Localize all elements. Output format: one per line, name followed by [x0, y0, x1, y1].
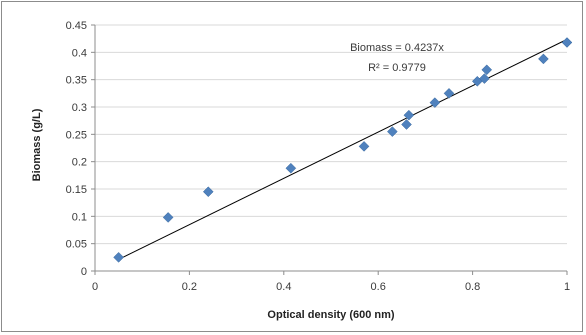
- y-tick-label: 0.45: [66, 20, 87, 32]
- y-tick-label: 0.25: [66, 129, 87, 141]
- y-tick-label: 0: [81, 266, 87, 278]
- data-point: [481, 64, 493, 76]
- trendline-layer: [118, 38, 568, 260]
- x-tick-label: 0.8: [465, 281, 480, 293]
- y-tick-label: 0.15: [66, 184, 87, 196]
- data-point: [443, 87, 455, 99]
- y-tick-label: 0.3: [72, 102, 87, 114]
- data-point: [429, 97, 441, 108]
- axes: [91, 24, 568, 275]
- data-point: [401, 119, 412, 130]
- data-point: [113, 251, 124, 263]
- trendline: [118, 38, 568, 260]
- data-point: [285, 162, 297, 174]
- gridlines: [95, 24, 567, 245]
- y-tick-label: 0.2: [72, 157, 87, 169]
- x-tick-label: 0.4: [276, 281, 291, 293]
- data-point: [202, 186, 214, 198]
- x-tick-label: 0.2: [182, 281, 197, 293]
- data-point: [162, 212, 174, 223]
- data-point: [403, 109, 415, 121]
- tick-labels: 0 0.05 0.1 0.15 0.2 0.25 0.3 0.35 0.4 0.45 0 0.2 0.4…: [66, 20, 570, 293]
- x-tick-label: 0.6: [371, 281, 386, 293]
- data-point: [479, 73, 490, 84]
- x-tick-label: 0: [92, 281, 98, 293]
- y-tick-label: 0.4: [72, 47, 87, 59]
- y-axis-title: Biomass (g/L): [31, 108, 43, 181]
- y-tick-label: 0.1: [72, 211, 87, 223]
- equation-label: Biomass = 0.4237x: [350, 42, 444, 54]
- r-squared-label: R² = 0.9779: [368, 62, 426, 74]
- data-point: [387, 126, 398, 137]
- y-tick-label: 0.05: [66, 239, 87, 251]
- x-axis-title: Optical density (600 nm): [267, 309, 394, 321]
- data-point: [358, 141, 370, 152]
- data-point: [561, 37, 573, 48]
- data-point: [538, 53, 549, 65]
- data-points: [113, 37, 573, 263]
- y-tick-label: 0.35: [66, 75, 87, 87]
- x-tick-label: 1: [564, 281, 570, 293]
